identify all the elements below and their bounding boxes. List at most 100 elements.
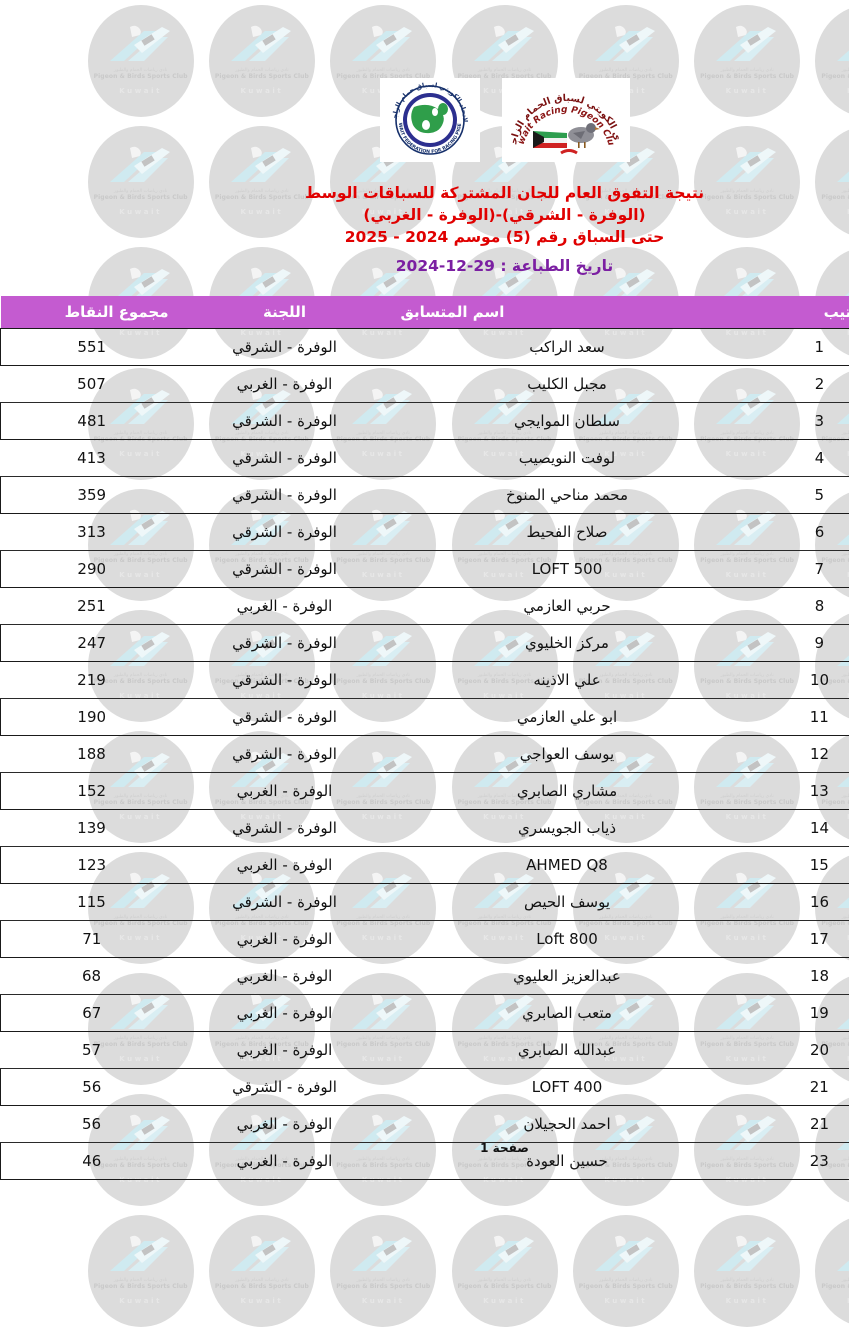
row-rank: 17: [668, 921, 812, 958]
watermark-disc: نادي رياضات الحمام والطيورPigeon & Birds…: [372, 1215, 478, 1327]
row-committee: الوفرة - الشرقي: [103, 403, 307, 440]
table-row: 13 مشاري الصابري الوفرة - الغربي 152: [0, 773, 812, 810]
row-name: لوفت النويصيب: [307, 440, 668, 477]
row-points: 190: [0, 699, 103, 736]
row-committee: الوفرة - الغربي: [103, 588, 307, 625]
pigeon-icon: [509, 1233, 583, 1275]
row-rank: 12: [668, 736, 812, 773]
row-name: مركز الخليوي: [307, 625, 668, 662]
row-points: 57: [0, 1032, 103, 1069]
print-date: تاريخ الطباعة : 29-12-2024: [0, 257, 849, 275]
row-rank: 6: [668, 514, 812, 551]
row-rank: 8: [668, 588, 812, 625]
row-rank: 3: [668, 403, 812, 440]
table-row: 18 عبدالعزيز العليوي الوفرة - الغربي 68: [0, 958, 812, 995]
row-rank: 2: [668, 366, 812, 403]
row-name: يوسف الحيص: [307, 884, 668, 921]
row-name: AHMED Q8: [307, 847, 668, 884]
row-points: 507: [0, 366, 103, 403]
table-row: 11 ابو علي العازمي الوفرة - الشرقي 190: [0, 699, 812, 736]
row-committee: الوفرة - الشرقي: [103, 514, 307, 551]
row-points: 481: [0, 403, 103, 440]
row-points: 313: [0, 514, 103, 551]
watermark-line-country: Kuwait: [646, 1297, 689, 1305]
watermark-line-arabic: نادي رياضات الحمام والطيور: [519, 1278, 572, 1283]
watermark-line-latin: Pigeon & Birds Sports Club: [378, 1283, 472, 1290]
watermark-tile: نادي رياضات الحمام والطيورPigeon & Birds…: [728, 1210, 849, 1331]
row-committee: الوفرة - الغربي: [103, 995, 307, 1032]
row-committee: الوفرة - الشرقي: [103, 477, 307, 514]
row-points: 67: [0, 995, 103, 1032]
watermark-line-country: Kuwait: [524, 1297, 567, 1305]
row-points: 71: [0, 921, 103, 958]
table-row: 12 يوسف العواجي الوفرة - الشرقي 188: [0, 736, 812, 773]
watermark-disc: نادي رياضات الحمام والطيورPigeon & Birds…: [129, 1215, 235, 1327]
row-committee: الوفرة - الغربي: [103, 1106, 307, 1143]
row-name: متعب الصابري: [307, 995, 668, 1032]
table-row: 21 احمد الحجيلان الوفرة - الغربي 56: [0, 1106, 812, 1143]
row-committee: الوفرة - الشرقي: [103, 329, 307, 366]
pigeon-icon: [751, 1233, 825, 1275]
row-points: 115: [0, 884, 103, 921]
row-points: 413: [0, 440, 103, 477]
table-header-row: الترتيب اسم المتسابق اللجنة مجموع النقاط: [0, 296, 812, 329]
table-row: 8 حربي العازمي الوفرة - الغربي 251: [0, 588, 812, 625]
row-name: حربي العازمي: [307, 588, 668, 625]
pigeon-icon: [266, 1233, 340, 1275]
row-name: احمد الحجيلان: [307, 1106, 668, 1143]
row-committee: الوفرة - الشرقي: [103, 884, 307, 921]
watermark-line-arabic: نادي رياضات الحمام والطيور: [640, 1278, 693, 1283]
results-table-container: الترتيب اسم المتسابق اللجنة مجموع النقاط…: [33, 296, 812, 1180]
watermark-line-latin: Pigeon & Birds Sports Club: [741, 1283, 835, 1290]
watermark-tile: نادي رياضات الحمام والطيورPigeon & Birds…: [485, 1210, 606, 1331]
row-points: 123: [0, 847, 103, 884]
kuwait-federation-racing-pigeon-logo: الاتحاد الكويتي لسباق حمام الزاجل KUWAIT…: [300, 78, 400, 162]
row-committee: الوفرة - الغربي: [103, 847, 307, 884]
row-rank: 4: [668, 440, 812, 477]
watermark-line-latin: Pigeon & Birds Sports Club: [499, 1283, 593, 1290]
row-name: سعد الراكب: [307, 329, 668, 366]
logo-row: نادي الكويتي لسباق الحمام الزاجل Kuwait …: [0, 78, 849, 162]
row-rank: 10: [668, 662, 812, 699]
row-points: 247: [0, 625, 103, 662]
table-row: 10 علي الاذينه الوفرة - الشرقي 219: [0, 662, 812, 699]
table-row: 4 لوفت النويصيب الوفرة - الشرقي 413: [0, 440, 812, 477]
table-row: 19 متعب الصابري الوفرة - الغربي 67: [0, 995, 812, 1032]
row-committee: الوفرة - الشرقي: [103, 440, 307, 477]
row-name: سلطان الموايجي: [307, 403, 668, 440]
table-row: 6 صلاح الفحيط الوفرة - الشرقي 313: [0, 514, 812, 551]
table-row: 15 AHMED Q8 الوفرة - الغربي 123: [0, 847, 812, 884]
column-header-points: مجموع النقاط: [0, 296, 103, 329]
row-rank: 20: [668, 1032, 812, 1069]
row-rank: 21: [668, 1106, 812, 1143]
row-name: LOFT 500: [307, 551, 668, 588]
row-committee: الوفرة - الشرقي: [103, 810, 307, 847]
watermark-tile: نادي رياضات الحمام والطيورPigeon & Birds…: [121, 1210, 242, 1331]
row-rank: 19: [668, 995, 812, 1032]
pigeon-icon: [388, 1233, 462, 1275]
title-line-2: (الوفرة - الشرقي)-(الوفرة - الغربي): [0, 204, 849, 226]
watermark-line-latin: Pigeon & Birds Sports Club: [14, 1283, 108, 1290]
row-rank: 21: [668, 1069, 812, 1106]
table-row: 14 ذياب الجويسري الوفرة - الشرقي 139: [0, 810, 812, 847]
table-row: 20 عبدالله الصابري الوفرة - الغربي 57: [0, 1032, 812, 1069]
row-name: عبدالعزيز العليوي: [307, 958, 668, 995]
table-row: 2 مجبل الكليب الوفرة - الغربي 507: [0, 366, 812, 403]
watermark-tile: نادي رياضات الحمام والطيورPigeon & Birds…: [364, 1210, 485, 1331]
watermark-tile: نادي رياضات الحمام والطيورPigeon & Birds…: [0, 1210, 121, 1331]
table-row: 1 سعد الراكب الوفرة - الشرقي 551: [0, 329, 812, 366]
pigeon-icon: [145, 1233, 219, 1275]
row-points: 56: [0, 1106, 103, 1143]
row-committee: الوفرة - الغربي: [103, 958, 307, 995]
watermark-line-country: Kuwait: [282, 1297, 325, 1305]
watermark-line-latin: Pigeon & Birds Sports Club: [620, 1283, 714, 1290]
table-row: 17 Loft 800 الوفرة - الغربي 71: [0, 921, 812, 958]
watermark-disc: نادي رياضات الحمام والطيورPigeon & Birds…: [493, 1215, 599, 1327]
row-points: 68: [0, 958, 103, 995]
table-row: 3 سلطان الموايجي الوفرة - الشرقي 481: [0, 403, 812, 440]
row-points: 188: [0, 736, 103, 773]
row-points: 56: [0, 1069, 103, 1106]
row-rank: 1: [668, 329, 812, 366]
watermark-line-arabic: نادي رياضات الحمام والطيور: [398, 1278, 451, 1283]
row-points: 139: [0, 810, 103, 847]
